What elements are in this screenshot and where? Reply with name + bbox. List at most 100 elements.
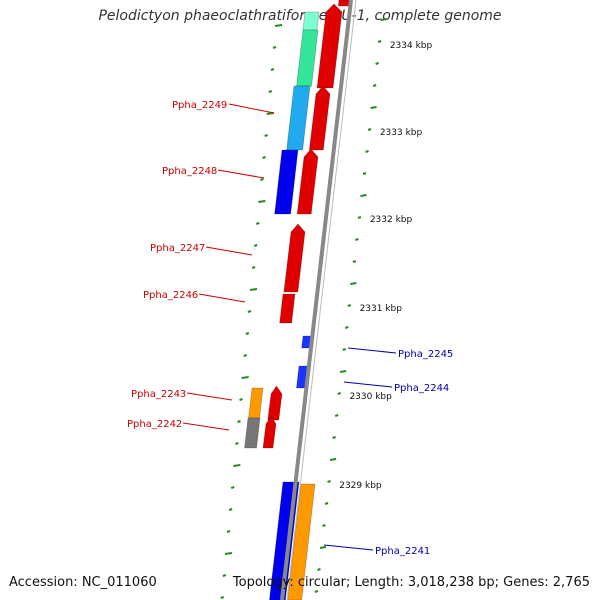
- inner-tick: [228, 508, 233, 511]
- outer-tick: [344, 326, 349, 329]
- gene-label[interactable]: Ppha_2249: [172, 100, 227, 111]
- outer-tick: [332, 436, 336, 439]
- outer-tick: [362, 172, 367, 175]
- gene-label[interactable]: Ppha_2244: [394, 383, 449, 394]
- inner-tick: [274, 24, 283, 27]
- inner-tick: [224, 552, 233, 555]
- inner-tick: [258, 200, 266, 203]
- feature-mint[interactable]: [302, 11, 320, 31]
- gene-leader-line: [198, 293, 246, 303]
- inner-tick: [249, 288, 258, 291]
- feature-red-5[interactable]: [279, 293, 296, 324]
- outer-tick: [377, 40, 382, 43]
- inner-tick: [230, 486, 235, 489]
- gene-features[interactable]: [244, 0, 352, 600]
- outer-tick: [367, 128, 372, 131]
- gene-label[interactable]: Ppha_2241: [375, 546, 430, 557]
- inner-tick: [262, 156, 266, 159]
- feature-red-3[interactable]: [296, 148, 319, 215]
- inner-tick-track: [220, 24, 283, 599]
- outer-tick: [317, 568, 321, 571]
- inner-tick: [264, 134, 268, 137]
- backbone-line: [280, 0, 353, 600]
- feature-red-7[interactable]: [262, 415, 277, 449]
- inner-tick: [222, 574, 227, 577]
- inner-tick: [226, 530, 231, 533]
- gene-leader-line: [343, 381, 393, 388]
- gene-label[interactable]: Ppha_2243: [131, 389, 186, 400]
- feature-green[interactable]: [296, 29, 319, 87]
- feature-grey[interactable]: [244, 417, 261, 449]
- feature-red-1[interactable]: [316, 3, 343, 89]
- feature-blue-1[interactable]: [274, 149, 299, 215]
- inner-tick: [235, 442, 239, 445]
- outer-tick: [375, 62, 379, 65]
- kbp-label: 2330 kbp: [349, 392, 392, 402]
- inner-tick: [233, 464, 241, 467]
- gene-labels[interactable]: Ppha_2249 Ppha_2248 Ppha_2247 Ppha_2246 Ppha…: [127, 100, 453, 557]
- outer-tick: [347, 304, 352, 307]
- kbp-label: 2334 kbp: [390, 41, 433, 51]
- accession-text: Accession: NC_011060: [9, 575, 157, 590]
- inner-tick: [245, 332, 250, 335]
- gene-label[interactable]: Ppha_2246: [143, 290, 198, 301]
- inner-tick: [255, 222, 260, 225]
- gene-leader-line: [347, 347, 397, 354]
- map-title: Pelodictyon phaeoclathratiforme BU-1, co…: [98, 8, 502, 24]
- outer-tick: [319, 546, 327, 549]
- outer-tick: [337, 392, 342, 395]
- gene-leader-line: [205, 246, 253, 256]
- outer-tick: [357, 216, 362, 219]
- outer-tick: [380, 18, 387, 21]
- inner-tick: [239, 398, 243, 401]
- kbp-label: 2332 kbp: [370, 215, 413, 225]
- feature-orange-1[interactable]: [248, 387, 264, 419]
- inner-tick: [268, 90, 273, 93]
- outer-tick: [314, 590, 319, 593]
- gene-leader-line: [217, 169, 265, 179]
- outer-tick: [355, 238, 359, 241]
- inner-tick: [220, 596, 225, 599]
- gene-leader-line: [228, 103, 275, 114]
- genome-backbone: [280, 0, 357, 600]
- outer-tick: [360, 194, 367, 197]
- backbone-shadow: [286, 0, 357, 600]
- outer-tick: [372, 84, 377, 87]
- gene-leader-line: [186, 392, 233, 401]
- inner-tick: [260, 178, 264, 181]
- inner-tick: [247, 310, 252, 313]
- outer-tick: [370, 106, 377, 109]
- outer-tick: [365, 150, 369, 153]
- inner-tick: [253, 244, 258, 247]
- outer-tick: [340, 370, 347, 373]
- inner-tick: [241, 376, 249, 379]
- outer-tick: [329, 458, 337, 461]
- inner-tick: [243, 354, 248, 357]
- outer-tick: [324, 502, 329, 505]
- inner-tick: [270, 68, 275, 71]
- kbp-label: 2333 kbp: [380, 128, 423, 138]
- gene-label[interactable]: Ppha_2247: [150, 243, 205, 254]
- feature-cyan[interactable]: [286, 85, 311, 151]
- inner-tick: [272, 46, 277, 49]
- feature-red-2[interactable]: [308, 85, 331, 151]
- gene-label[interactable]: Ppha_2245: [398, 349, 453, 360]
- outer-tick: [327, 480, 331, 483]
- gene-label[interactable]: Ppha_2242: [127, 419, 182, 430]
- feature-red-6[interactable]: [267, 385, 283, 421]
- inner-tick: [251, 266, 256, 269]
- outer-tick: [352, 260, 357, 263]
- kbp-scale-labels: 2334 kbp 2333 kbp 2332 kbp 2331 kbp 2330 kbp…: [339, 41, 432, 491]
- outer-tick: [334, 414, 339, 417]
- outer-tick: [342, 348, 347, 351]
- gene-label[interactable]: Ppha_2248: [162, 166, 217, 177]
- inner-tick: [237, 420, 241, 423]
- feature-orange-2[interactable]: [287, 483, 316, 600]
- outer-tick: [322, 524, 326, 527]
- kbp-label: 2329 kbp: [339, 481, 382, 491]
- gene-leader-line: [323, 544, 374, 551]
- feature-red-4[interactable]: [283, 223, 306, 293]
- outer-tick-track: [314, 18, 387, 593]
- outer-tick: [350, 282, 357, 285]
